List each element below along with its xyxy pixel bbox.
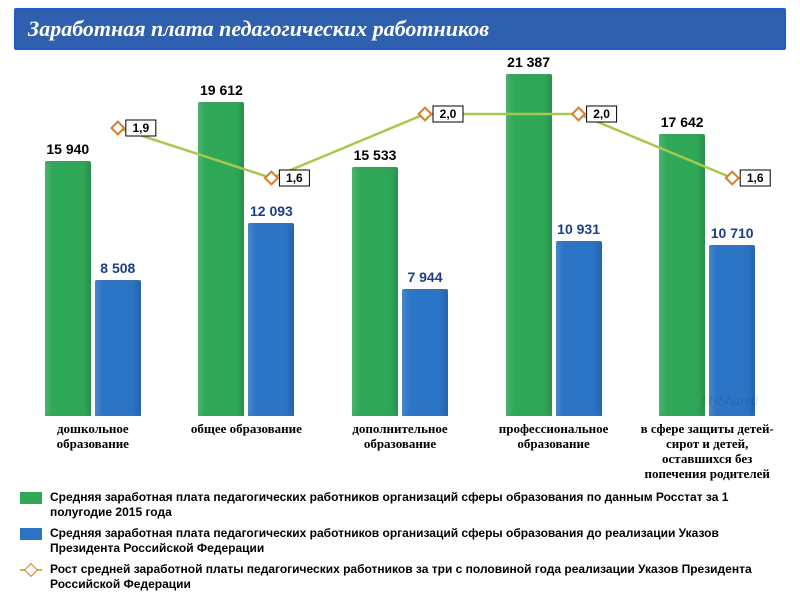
legend-item-blue: Средняя заработная плата педагогических … xyxy=(20,526,780,556)
category-label: профессиональное образование xyxy=(477,422,631,482)
bar-green-label: 15 533 xyxy=(354,147,397,163)
category-axis: дошкольное образованиеобщее образованиед… xyxy=(16,422,784,482)
bar-green: 19 612 xyxy=(198,102,244,416)
legend-text-blue: Средняя заработная плата педагогических … xyxy=(50,526,780,556)
bar-green: 15 940 xyxy=(45,161,91,416)
bar-group: 19 61212 093 xyxy=(170,56,324,416)
bar-blue: 12 093 xyxy=(248,223,294,416)
legend-swatch-line xyxy=(20,563,42,577)
bar-green-label: 15 940 xyxy=(46,141,89,157)
category-label: в сфере защиты детей-сирот и детей, оста… xyxy=(630,422,784,482)
category-label: общее образование xyxy=(170,422,324,482)
bar-blue: 10 710 xyxy=(709,245,755,416)
bar-blue-label: 10 710 xyxy=(711,225,754,241)
page-title: Заработная плата педагогических работник… xyxy=(28,16,489,41)
bar-green-label: 21 387 xyxy=(507,54,550,70)
title-bar: Заработная плата педагогических работник… xyxy=(14,8,786,50)
bar-blue: 10 931 xyxy=(556,241,602,416)
legend-swatch-blue xyxy=(20,528,42,540)
bar-group: 15 5337 944 xyxy=(323,56,477,416)
category-label: дополнительное образование xyxy=(323,422,477,482)
bar-group: 15 9408 508 xyxy=(16,56,170,416)
legend-item-green: Средняя заработная плата педагогических … xyxy=(20,490,780,520)
bar-group: 17 64210 710 xyxy=(630,56,784,416)
bar-blue-label: 12 093 xyxy=(250,203,293,219)
bar-blue: 7 944 xyxy=(402,289,448,416)
bar-green: 21 387 xyxy=(506,74,552,416)
bar-blue-label: 10 931 xyxy=(557,221,600,237)
legend-text-line: Рост средней заработной платы педагогиче… xyxy=(50,562,780,592)
bar-blue-label: 8 508 xyxy=(100,260,135,276)
bar-green: 15 533 xyxy=(352,167,398,416)
bar-green: 17 642 xyxy=(659,134,705,416)
bar-green-label: 17 642 xyxy=(661,114,704,130)
legend-item-line: Рост средней заработной платы педагогиче… xyxy=(20,562,780,592)
bar-group: 21 38710 931 xyxy=(477,56,631,416)
bar-blue-label: 7 944 xyxy=(407,269,442,285)
chart-area: 15 9408 50819 61212 09315 5337 94421 387… xyxy=(16,56,784,416)
category-label: дошкольное образование xyxy=(16,422,170,482)
legend: Средняя заработная плата педагогических … xyxy=(20,490,780,592)
bar-blue: 8 508 xyxy=(95,280,141,416)
legend-text-green: Средняя заработная плата педагогических … xyxy=(50,490,780,520)
legend-swatch-green xyxy=(20,492,42,504)
bar-green-label: 19 612 xyxy=(200,82,243,98)
